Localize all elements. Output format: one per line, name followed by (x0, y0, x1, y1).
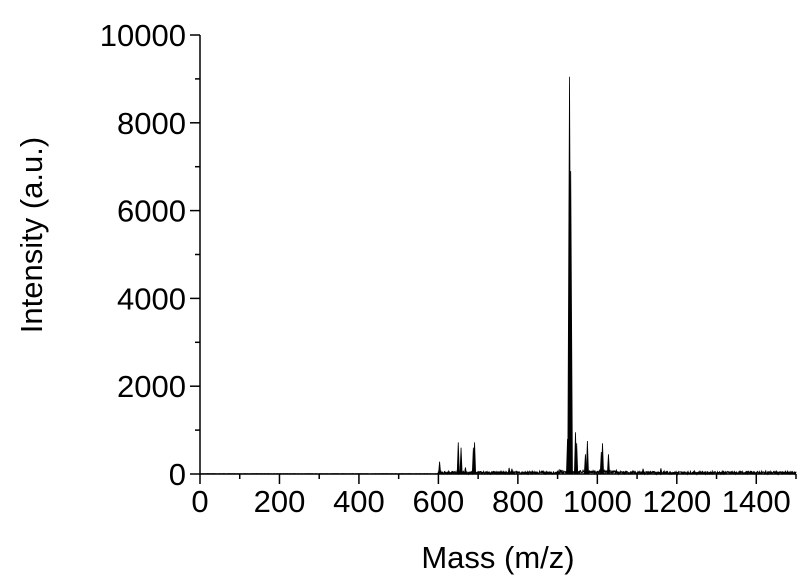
x-tick-label: 1000 (563, 484, 632, 519)
x-tick-label: 400 (333, 484, 385, 519)
y-tick-label: 4000 (117, 281, 186, 316)
y-axis-title: Intensity (a.u.) (14, 137, 49, 333)
x-tick-label: 0 (191, 484, 208, 519)
x-tick-label: 200 (254, 484, 306, 519)
spectrum-peak (585, 441, 589, 475)
y-tick-label: 10000 (100, 18, 186, 53)
spectrum-peak (473, 442, 477, 475)
spectrum-peak (456, 442, 460, 475)
spectrum-peak (641, 468, 645, 475)
spectrum-peak (606, 454, 610, 475)
spectrum-peak (659, 468, 663, 475)
y-tick-label: 0 (169, 457, 186, 492)
x-axis-title: Mass (m/z) (421, 540, 574, 575)
y-tick-label: 2000 (117, 369, 186, 404)
y-tick-label: 6000 (117, 194, 186, 229)
spectrum-peak (507, 467, 511, 475)
y-tick-label: 8000 (117, 106, 186, 141)
y-ticks: 0 2000 4000 6000 8000 10000 (100, 18, 200, 492)
x-tick-label: 800 (492, 484, 544, 519)
spectrum-peak (438, 461, 442, 475)
spectrum-peak (600, 443, 605, 475)
x-tick-label: 1400 (722, 484, 791, 519)
spectrum-peak (459, 447, 463, 475)
peaks-layer (438, 76, 663, 475)
x-tick-label: 1200 (642, 484, 711, 519)
spectrum-peak (463, 467, 467, 475)
axes: 0 2000 4000 6000 8000 10000 0 200 400 600 800 1000… (100, 18, 797, 519)
x-ticks: 0 200 400 600 800 1000 1200 1400 (191, 474, 797, 519)
spectrum-area (199, 76, 797, 476)
spectrum-peak (510, 468, 514, 475)
x-tick-label: 600 (413, 484, 465, 519)
